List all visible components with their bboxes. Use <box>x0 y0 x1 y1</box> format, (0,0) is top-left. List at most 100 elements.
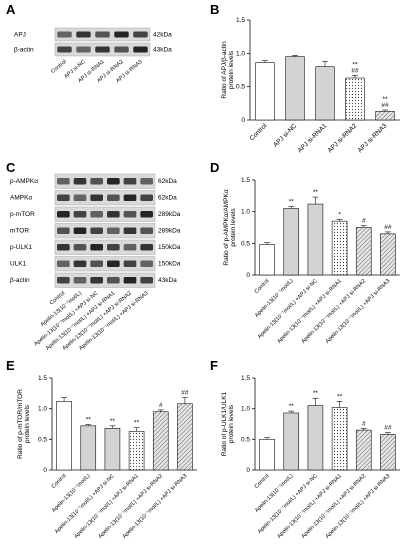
blot-band <box>90 260 103 268</box>
blot-band <box>140 177 153 185</box>
bar <box>255 62 275 121</box>
blot-band <box>140 227 153 235</box>
bar <box>283 208 300 276</box>
band-label: mTOR <box>10 228 29 235</box>
bar <box>259 439 275 471</box>
category-label: Control <box>51 473 68 490</box>
blot-band <box>95 46 110 53</box>
blot-band <box>57 227 70 235</box>
blot-band <box>73 260 87 268</box>
blot-band <box>123 227 137 235</box>
blot-band <box>57 210 70 218</box>
band-label: APJ <box>14 31 26 38</box>
blot-band <box>73 227 87 235</box>
blot-strip <box>54 173 156 189</box>
significance-label: ## <box>384 425 392 432</box>
blot-band <box>140 210 153 218</box>
blot-band <box>57 243 70 251</box>
band-kda: 289kDa <box>158 211 181 218</box>
y-tick-label: 0 <box>241 117 245 124</box>
blot-band <box>133 46 148 53</box>
category-label: APJ si-RNA2 <box>327 122 359 154</box>
blot-band <box>76 31 91 38</box>
y-tick-label: 0 <box>246 467 250 474</box>
band-kda: 150kDa <box>158 244 181 251</box>
y-tick-label: 1.0 <box>241 209 250 216</box>
significance-label: ## <box>384 224 392 231</box>
category-label: Control <box>254 278 271 295</box>
blot-band <box>57 31 72 38</box>
bar <box>331 220 348 276</box>
bar-chart-d: 0 0.5 1.0 1.5 Ratio of p-AMPKα/AMPKαprotein … <box>223 177 400 345</box>
blot-band <box>107 210 120 218</box>
band-kda: 289kDa <box>158 228 181 235</box>
category-label: Control <box>249 122 269 142</box>
blot-band <box>123 177 137 185</box>
y-axis-label-line: Ratio of p-AMPKα/AMPKα <box>223 189 230 265</box>
blot-band <box>123 210 137 218</box>
y-axis-label-line: protein levels <box>24 404 31 443</box>
bar <box>375 111 395 121</box>
blot-strip <box>54 206 156 222</box>
blot-band <box>107 194 120 202</box>
band-kda: 43kDa <box>158 277 177 284</box>
band-label: AMPKα <box>10 195 32 202</box>
blot-band <box>123 260 137 268</box>
blot-strip <box>54 239 156 255</box>
y-tick-label: 0.5 <box>241 240 250 247</box>
y-axis-label: Ratio of p-AMPKα/AMPKαprotein levels <box>223 189 237 265</box>
category-label: Control <box>254 473 271 490</box>
blot-band <box>90 276 103 284</box>
blot-band <box>73 243 87 251</box>
significance-label: ** <box>289 403 295 410</box>
significance-label: ** <box>352 61 358 68</box>
blot-band <box>57 194 70 202</box>
y-tick-label: 1.5 <box>241 375 250 382</box>
bar <box>177 403 193 471</box>
band-label: ULK1 <box>10 261 27 268</box>
y-axis-label: Ratio of APJ/β-actinprotein levels <box>221 41 235 99</box>
y-axis-label: Ratio of p-ULK1/ULK1protein levels <box>221 391 235 456</box>
panel-label-d: D <box>210 160 219 175</box>
band-label: β-actin <box>14 46 34 53</box>
y-axis-label-line: Ratio of APJ/β-actin <box>221 41 228 99</box>
bar <box>128 431 145 471</box>
bar <box>380 233 396 276</box>
y-axis-label-line: protein levels <box>230 208 237 247</box>
y-tick-label: 1.0 <box>38 406 47 413</box>
bar <box>285 56 305 121</box>
significance-label: ** <box>382 96 388 103</box>
lane-label: Control <box>50 59 67 75</box>
significance-label: ** <box>337 393 343 400</box>
blot-strip <box>54 190 156 206</box>
blot-band <box>107 227 120 235</box>
bar <box>283 412 300 471</box>
blot-band <box>140 194 153 202</box>
bar-chart-f: 0 0.5 1.0 1.5 Ratio of p-ULK1/ULK1protein le… <box>221 375 400 540</box>
blot-band <box>140 260 153 268</box>
significance-label: ## <box>381 102 389 109</box>
y-tick-label: 0 <box>246 272 250 279</box>
significance-label: * <box>338 211 341 218</box>
bar <box>152 411 169 471</box>
blot-band <box>107 177 120 185</box>
band-kda: 62kDa <box>158 178 177 185</box>
blot-band <box>90 177 103 185</box>
bar <box>355 429 372 471</box>
blot-band <box>90 210 103 218</box>
band-kda: 42kDa <box>153 31 172 38</box>
band-label: p-mTOR <box>10 211 35 218</box>
blot-band <box>123 243 137 251</box>
blot-band <box>140 243 153 251</box>
significance-label: ** <box>289 199 295 206</box>
blot-band <box>123 194 137 202</box>
bar <box>380 434 396 471</box>
blot-band <box>114 31 129 38</box>
significance-label: # <box>362 420 366 427</box>
y-tick-label: 1.5 <box>241 177 250 184</box>
y-tick-label: 0.5 <box>236 84 245 91</box>
blot-band <box>123 276 137 284</box>
blot-band <box>57 177 70 185</box>
significance-label: ## <box>181 390 189 397</box>
bar <box>104 427 121 471</box>
